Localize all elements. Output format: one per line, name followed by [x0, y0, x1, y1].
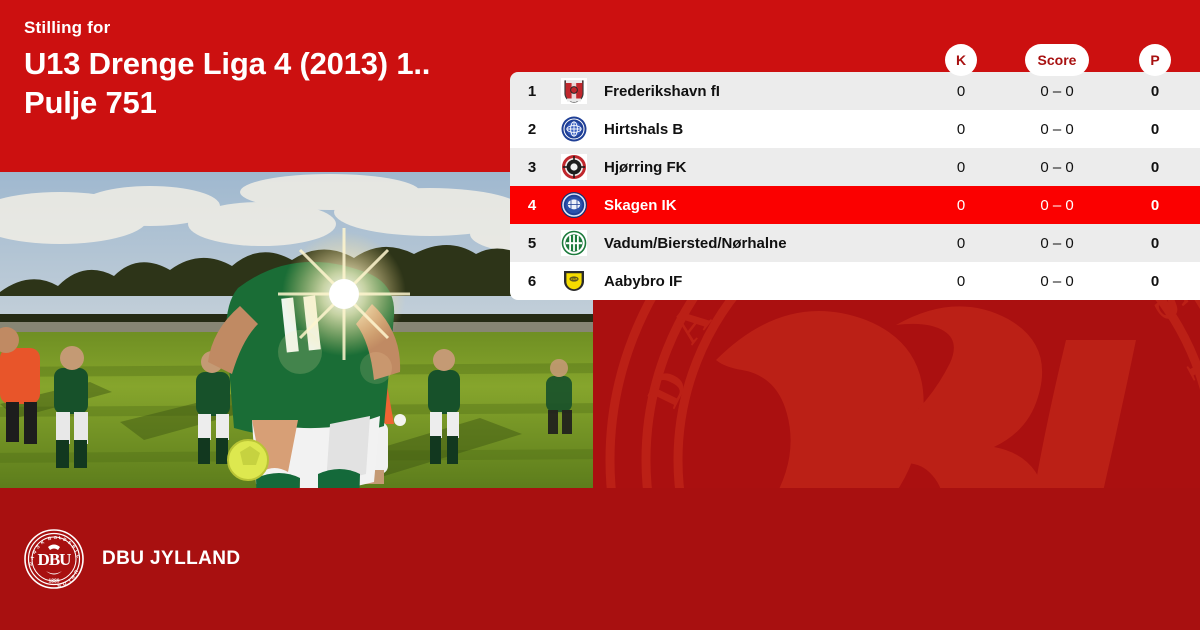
table-row[interactable]: 2 Hirtshals B 0 0 – 0 0 — [510, 110, 1200, 148]
row-rank: 5 — [527, 234, 537, 252]
vadum-crest — [554, 230, 594, 256]
table-row[interactable]: 6 1928 Aabybro IF 0 0 – 0 0 — [510, 262, 1200, 300]
row-team-name: Aabybro IF — [604, 272, 683, 290]
table-header-badges: K Score P — [510, 42, 1200, 78]
page-title-block: Stilling for U13 Drenge Liga 4 (2013) 1.… — [24, 18, 494, 122]
row-rank: 2 — [527, 120, 537, 138]
svg-text:DBU: DBU — [38, 550, 72, 569]
footer-bar: DBU D A N S K B O L D S P I L U N I O N — [0, 488, 1200, 630]
column-header-p-label: P — [1139, 44, 1171, 76]
eyebrow-label: Stilling for — [24, 18, 111, 37]
table-row[interactable]: 5 Vadum/Biersted/Nørhalne 0 0 – 0 0 — [510, 224, 1200, 262]
row-matches-played: 0 — [956, 82, 966, 100]
svg-text:B: B — [47, 536, 52, 542]
svg-text:P: P — [71, 544, 77, 550]
row-points: 0 — [1150, 82, 1160, 100]
svg-text:K: K — [40, 539, 46, 545]
svg-text:L: L — [58, 535, 62, 540]
row-matches-played: 0 — [956, 120, 966, 138]
table-row-highlighted[interactable]: 4 Skagen IK 0 0 – 0 0 — [510, 186, 1200, 224]
row-matches-played: 0 — [956, 196, 966, 214]
svg-text:A: A — [29, 554, 35, 560]
column-header-k-label: K — [945, 44, 977, 76]
svg-text:I: I — [67, 578, 71, 583]
row-rank: 3 — [527, 158, 537, 176]
standings-table: 1 Frederikshavn fI 0 0 – 0 0 2 Hirtshals… — [510, 72, 1200, 300]
row-team-name: Hirtshals B — [604, 120, 684, 138]
row-points: 0 — [1150, 158, 1160, 176]
row-team-name: Skagen IK — [604, 196, 677, 214]
svg-text:1928: 1928 — [571, 277, 578, 281]
svg-text:A: A — [660, 295, 721, 353]
row-score: 0 – 0 — [1040, 196, 1074, 214]
row-score: 0 – 0 — [1040, 82, 1074, 100]
hjoerring-crest — [554, 154, 594, 180]
row-points: 0 — [1150, 272, 1160, 290]
svg-text:D: D — [62, 537, 67, 543]
row-rank: 1 — [527, 82, 537, 100]
row-score: 0 – 0 — [1040, 272, 1074, 290]
svg-text:P: P — [1177, 347, 1200, 396]
svg-text:O: O — [61, 581, 67, 587]
svg-text:I: I — [74, 549, 79, 553]
frederikshavn-crest — [554, 78, 594, 104]
svg-text:S: S — [67, 540, 72, 546]
column-header-score[interactable]: Score — [1004, 44, 1110, 76]
row-matches-played: 0 — [956, 272, 966, 290]
row-score: 0 – 0 — [1040, 120, 1074, 138]
row-rank: 6 — [527, 272, 537, 290]
page-title-line-2: Pulje 751 — [24, 85, 157, 120]
column-header-k[interactable]: K — [918, 44, 1004, 76]
dbu-logo-icon: DBU D A N S K B O L D S P I L U N I O N — [24, 529, 84, 589]
svg-text:D: D — [28, 561, 34, 567]
row-team-name: Vadum/Biersted/Nørhalne — [604, 234, 787, 252]
svg-text:I: I — [1192, 425, 1200, 456]
svg-text:U: U — [73, 569, 79, 575]
hirtshals-crest — [554, 116, 594, 142]
row-score: 0 – 0 — [1040, 234, 1074, 252]
match-photo — [0, 172, 593, 488]
svg-text:O: O — [54, 535, 58, 540]
row-matches-played: 0 — [956, 234, 966, 252]
svg-text:S: S — [35, 544, 40, 550]
column-header-score-label: Score — [1024, 44, 1090, 76]
aabybro-crest: 1928 — [554, 268, 594, 294]
row-rank: 4 — [527, 196, 537, 214]
row-matches-played: 0 — [956, 158, 966, 176]
organization-name: DBU JYLLAND — [102, 548, 241, 569]
svg-text:N: N — [31, 549, 37, 555]
svg-text:1889: 1889 — [48, 578, 59, 584]
skagen-crest — [554, 192, 594, 218]
page-title-line-1: U13 Drenge Liga 4 (2013) 1.. — [24, 46, 431, 81]
row-points: 0 — [1150, 120, 1160, 138]
table-row[interactable]: 3 Hjørring FK 0 0 – 0 0 — [510, 148, 1200, 186]
page-title: U13 Drenge Liga 4 (2013) 1.. Pulje 751 — [24, 44, 494, 122]
svg-text:L: L — [75, 554, 81, 559]
row-team-name: Hjørring FK — [604, 158, 687, 176]
svg-text:N: N — [69, 574, 75, 580]
svg-text:N: N — [56, 583, 61, 589]
row-team-name: Frederikshavn fI — [604, 82, 720, 100]
row-points: 0 — [1150, 234, 1160, 252]
row-points: 0 — [1150, 196, 1160, 214]
table-row[interactable]: 1 Frederikshavn fI 0 0 – 0 0 — [510, 72, 1200, 110]
column-header-p[interactable]: P — [1110, 44, 1200, 76]
svg-text:D: D — [637, 362, 697, 414]
row-score: 0 – 0 — [1040, 158, 1074, 176]
